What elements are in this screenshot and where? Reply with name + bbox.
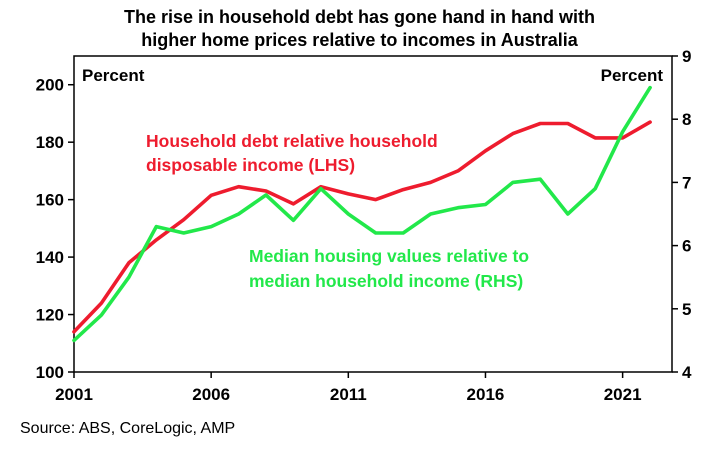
axes: 100 120 140 160 180 200 4 5 6 7 8 9 2001 2006 2011 2016… (36, 47, 692, 404)
right-axis-tick-label: 9 (682, 47, 691, 66)
left-axis-tick-label: 120 (36, 306, 64, 325)
housing-series-label-line-2: median household income (RHS) (249, 271, 523, 291)
right-axis-tick-label: 7 (682, 173, 691, 192)
series-lines (72, 85, 652, 343)
chart-title: The rise in household debt has gone hand… (0, 6, 719, 52)
left-axis-unit: Percent (82, 66, 145, 85)
x-axis-tick-label: 2006 (192, 385, 230, 404)
left-axis-tick-label: 160 (36, 191, 64, 210)
x-axis-tick-label: 2011 (330, 385, 367, 404)
right-axis-unit: Percent (601, 66, 664, 85)
x-axis-tick-label: 2001 (55, 385, 93, 404)
chart-title-line-1: The rise in household debt has gone hand… (123, 7, 595, 27)
left-axis-tick-label: 180 (36, 133, 64, 152)
debt-series-label-line-1: Household debt relative household (146, 131, 438, 151)
left-axis-tick-label: 140 (36, 248, 64, 267)
left-axis-tick-label: 100 (36, 363, 64, 382)
right-axis-tick-label: 6 (682, 237, 691, 256)
x-axis-tick-label: 2016 (467, 385, 505, 404)
chart-title-line-2: higher home prices relative to incomes i… (141, 30, 578, 50)
left-axis-tick-label: 200 (36, 76, 64, 95)
right-axis-tick-label: 4 (682, 363, 692, 382)
debt-series-label-line-2: disposable income (LHS) (146, 155, 355, 175)
x-axis-tick-label: 2021 (604, 385, 642, 404)
housing-series-label-line-1: Median housing values relative to (249, 246, 529, 266)
housing-values-line (72, 85, 652, 343)
right-axis-tick-label: 5 (682, 300, 691, 319)
right-axis-tick-label: 8 (682, 110, 691, 129)
plot-area-frame (73, 55, 673, 373)
source-note: Source: ABS, CoreLogic, AMP (20, 420, 236, 437)
